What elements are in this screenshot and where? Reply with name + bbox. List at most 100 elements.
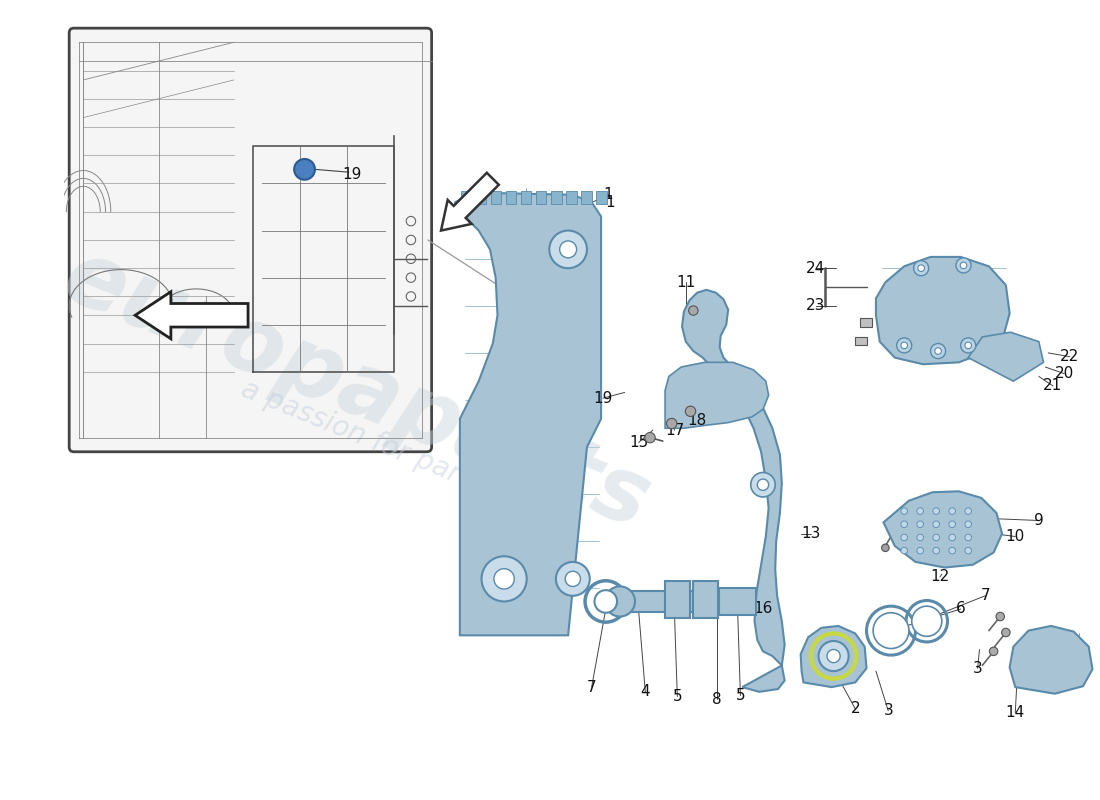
Text: 20: 20 xyxy=(1055,366,1074,381)
Text: 1: 1 xyxy=(606,195,615,210)
Polygon shape xyxy=(876,257,1010,364)
Circle shape xyxy=(565,571,581,586)
Circle shape xyxy=(965,547,971,554)
Bar xyxy=(521,191,531,204)
Text: 21: 21 xyxy=(1043,378,1063,394)
Circle shape xyxy=(901,521,908,527)
Bar xyxy=(506,191,516,204)
Circle shape xyxy=(689,306,698,315)
Text: 19: 19 xyxy=(342,166,361,182)
Circle shape xyxy=(933,547,939,554)
Bar xyxy=(666,581,690,618)
Text: 10: 10 xyxy=(1005,529,1025,544)
Text: 19: 19 xyxy=(593,390,613,406)
Circle shape xyxy=(901,508,908,514)
Circle shape xyxy=(960,262,967,269)
Circle shape xyxy=(933,521,939,527)
Text: 8: 8 xyxy=(712,692,722,707)
Circle shape xyxy=(996,612,1004,621)
Text: 4: 4 xyxy=(640,684,650,699)
Circle shape xyxy=(933,534,939,541)
Bar xyxy=(718,588,757,614)
Circle shape xyxy=(881,544,889,551)
Circle shape xyxy=(873,613,909,649)
FancyBboxPatch shape xyxy=(69,28,431,452)
Bar xyxy=(461,191,471,204)
Text: a passion for parts since...: a passion for parts since... xyxy=(238,374,589,538)
Circle shape xyxy=(494,569,515,589)
FancyArrow shape xyxy=(441,173,498,230)
Circle shape xyxy=(965,521,971,527)
Circle shape xyxy=(594,590,617,613)
Circle shape xyxy=(1002,628,1010,637)
Text: 22: 22 xyxy=(1060,349,1079,364)
Circle shape xyxy=(685,406,695,417)
Polygon shape xyxy=(1010,626,1092,694)
Text: 9: 9 xyxy=(1034,513,1044,528)
Circle shape xyxy=(949,521,956,527)
Circle shape xyxy=(965,508,971,514)
Bar xyxy=(860,318,872,326)
Polygon shape xyxy=(801,626,867,687)
Text: 17: 17 xyxy=(664,422,684,438)
Circle shape xyxy=(949,508,956,514)
Text: 3: 3 xyxy=(972,661,982,676)
Text: 11: 11 xyxy=(676,275,695,290)
Circle shape xyxy=(917,265,924,271)
Text: 2: 2 xyxy=(850,702,860,716)
Polygon shape xyxy=(682,290,784,692)
Bar xyxy=(693,581,718,618)
Text: 12: 12 xyxy=(931,570,949,585)
Text: 7: 7 xyxy=(586,680,596,694)
Circle shape xyxy=(482,556,527,602)
Text: 16: 16 xyxy=(754,602,772,617)
Circle shape xyxy=(931,343,946,358)
Text: 1: 1 xyxy=(604,187,614,202)
Circle shape xyxy=(549,230,587,268)
Bar xyxy=(476,191,486,204)
Polygon shape xyxy=(968,332,1044,381)
Circle shape xyxy=(751,473,776,497)
Circle shape xyxy=(960,338,976,353)
Circle shape xyxy=(901,342,908,349)
Circle shape xyxy=(901,534,908,541)
Bar xyxy=(855,337,868,346)
Circle shape xyxy=(914,261,928,276)
Circle shape xyxy=(949,547,956,554)
Circle shape xyxy=(901,547,908,554)
Bar xyxy=(566,191,576,204)
Text: europaparts: europaparts xyxy=(51,233,662,548)
Circle shape xyxy=(827,650,840,662)
Text: 13: 13 xyxy=(801,526,821,541)
Circle shape xyxy=(560,241,576,258)
Text: 24: 24 xyxy=(806,261,825,276)
Text: 7: 7 xyxy=(980,588,990,603)
Text: 15: 15 xyxy=(629,435,648,450)
Circle shape xyxy=(645,433,656,443)
Text: 3: 3 xyxy=(883,703,893,718)
Bar xyxy=(551,191,561,204)
Circle shape xyxy=(294,159,315,180)
Circle shape xyxy=(917,521,924,527)
Text: 14: 14 xyxy=(1005,705,1025,720)
Circle shape xyxy=(556,562,590,596)
Circle shape xyxy=(917,534,924,541)
Bar xyxy=(596,191,607,204)
Circle shape xyxy=(935,348,942,354)
FancyArrow shape xyxy=(135,292,249,339)
Circle shape xyxy=(956,258,971,273)
Text: 6: 6 xyxy=(956,602,966,617)
Circle shape xyxy=(917,547,924,554)
Circle shape xyxy=(965,534,971,541)
Circle shape xyxy=(917,508,924,514)
Circle shape xyxy=(818,641,849,671)
Text: 23: 23 xyxy=(806,298,825,314)
Circle shape xyxy=(896,338,912,353)
Circle shape xyxy=(965,342,971,349)
Bar xyxy=(536,191,547,204)
Circle shape xyxy=(605,586,635,617)
Text: 5: 5 xyxy=(736,688,745,703)
Bar xyxy=(608,591,755,612)
Circle shape xyxy=(949,534,956,541)
Circle shape xyxy=(757,479,769,490)
